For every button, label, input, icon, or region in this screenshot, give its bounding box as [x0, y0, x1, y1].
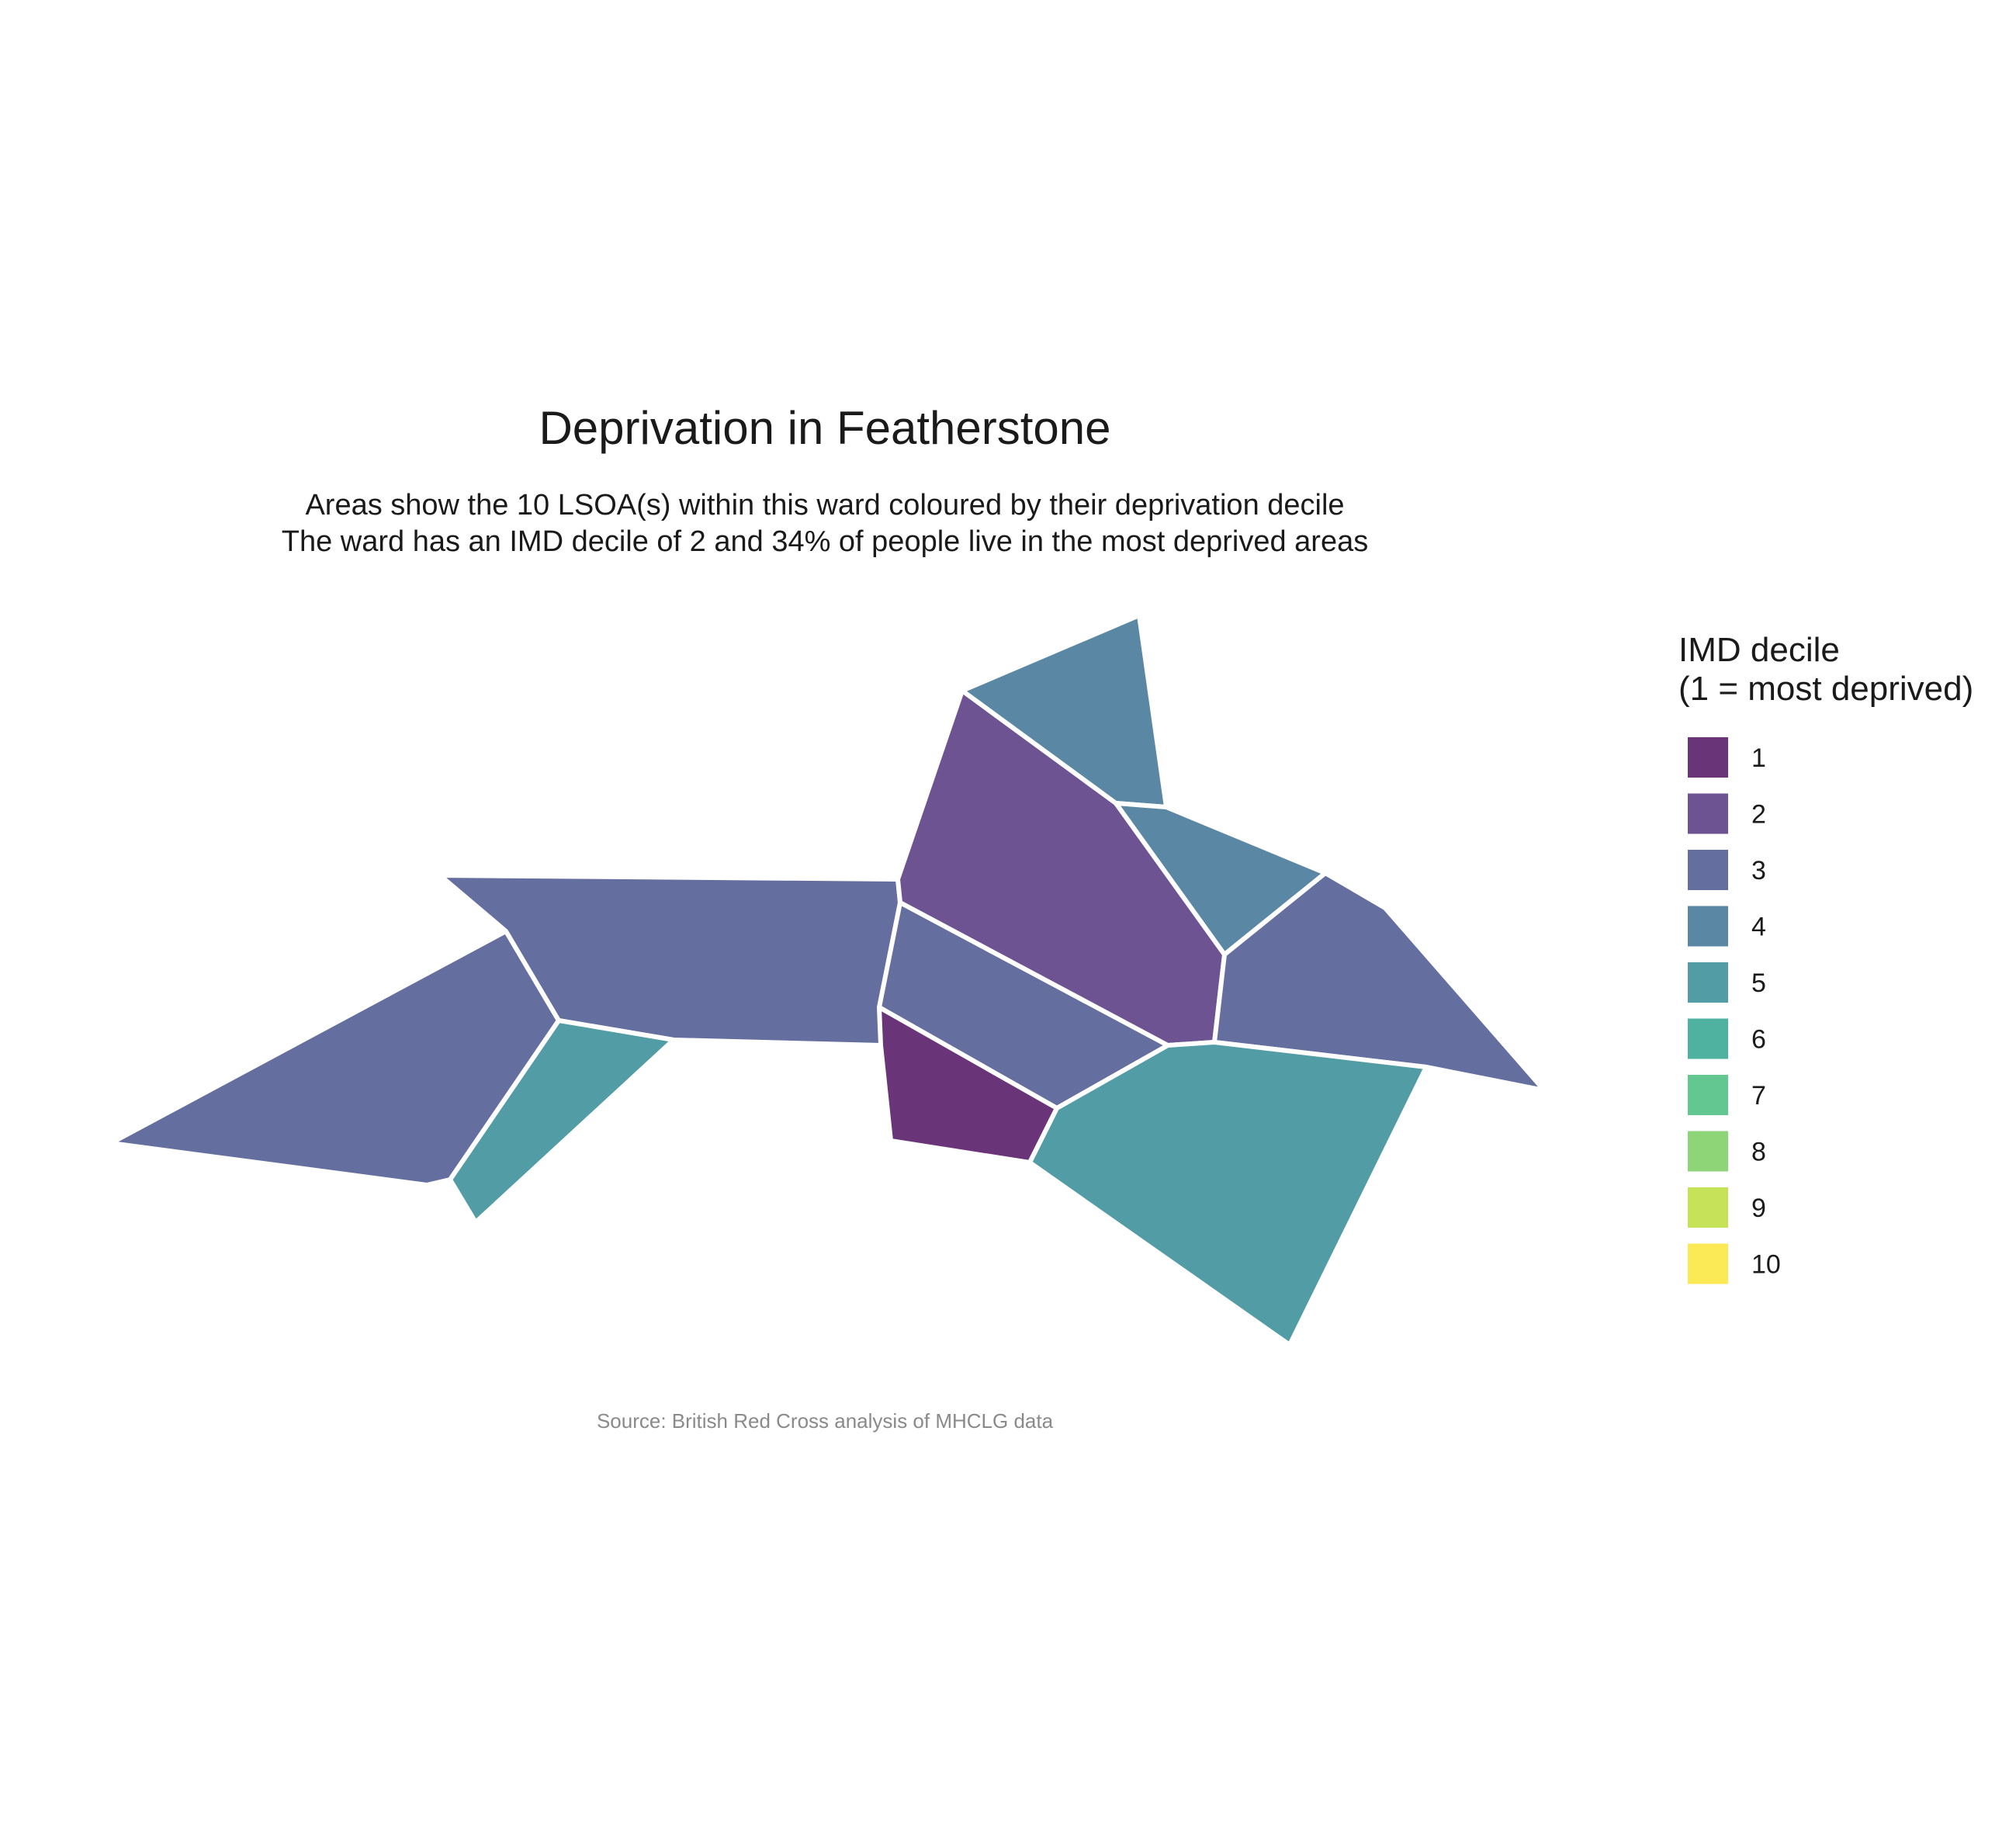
- legend-title-line-1: IMD decile: [1678, 631, 1840, 669]
- legend-title-line-2: (1 = most deprived): [1678, 670, 1973, 708]
- legend-swatch-6: [1688, 1018, 1728, 1059]
- lsoa-area-centre-south: [877, 1005, 1059, 1165]
- legend-swatch-8: [1688, 1131, 1728, 1172]
- legend-label-7: 7: [1751, 1081, 1766, 1111]
- lsoa-areas: [109, 613, 1547, 1347]
- legend-label-6: 6: [1751, 1025, 1766, 1055]
- legend-label-4: 4: [1751, 913, 1766, 942]
- legend-items: 1 2 3 4 5 6 7 8 9 10: [1688, 737, 1781, 1284]
- legend-swatch-2: [1688, 793, 1728, 834]
- legend-label-5: 5: [1751, 968, 1766, 998]
- map-title: Deprivation in Featherstone: [539, 402, 1110, 454]
- map-subtitle-line-2: The ward has an IMD decile of 2 and 34% …: [282, 525, 1368, 558]
- legend-swatch-9: [1688, 1187, 1728, 1228]
- legend-swatch-5: [1688, 962, 1728, 1003]
- legend-label-2: 2: [1751, 800, 1766, 830]
- legend-label-10: 10: [1751, 1250, 1781, 1280]
- legend-swatch-1: [1688, 737, 1728, 778]
- legend-label-8: 8: [1751, 1138, 1766, 1167]
- legend-label-1: 1: [1751, 743, 1766, 773]
- legend-label-9: 9: [1751, 1194, 1766, 1223]
- legend-swatch-7: [1688, 1075, 1728, 1115]
- legend: IMD decile (1 = most deprived) 1 2 3 4 5 6 7 8 9…: [1678, 631, 1973, 1284]
- map-subtitle-line-1: Areas show the 10 LSOA(s) within this wa…: [305, 489, 1344, 521]
- legend-swatch-4: [1688, 906, 1728, 947]
- source-caption: Source: British Red Cross analysis of MH…: [597, 1409, 1054, 1433]
- legend-swatch-3: [1688, 850, 1728, 890]
- lsoa-area-southwest-small: [448, 1018, 676, 1225]
- legend-swatch-10: [1688, 1243, 1728, 1284]
- lsoa-area-southeast-large: [1027, 1040, 1429, 1347]
- legend-label-3: 3: [1751, 856, 1766, 885]
